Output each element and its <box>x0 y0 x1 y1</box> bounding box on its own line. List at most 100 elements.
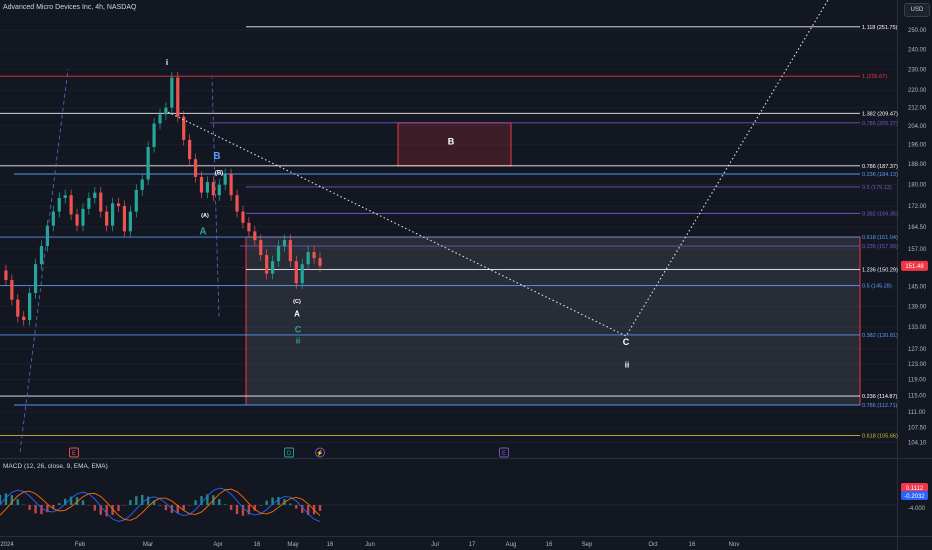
macd-value-badge <box>901 491 928 500</box>
fib-level-label: 1.382 (209.47) <box>862 111 898 117</box>
event-marker[interactable]: ⚡ <box>315 447 325 458</box>
macd-histogram-bar <box>295 505 298 509</box>
wave-label: C <box>623 337 630 347</box>
macd-histogram-bar <box>0 494 2 505</box>
macd-histogram-bar <box>301 505 304 513</box>
candle-body <box>205 182 210 193</box>
x-tick-label: Jul <box>431 542 439 548</box>
candle-body <box>294 261 298 284</box>
x-tick-label: Nov <box>729 542 740 548</box>
chart-title: Advanced Micro Devices Inc, 4h, NASDAQ <box>3 4 137 11</box>
event-marker-frame <box>315 447 325 458</box>
fib-level-label: 0.5 (179.13) <box>862 185 892 191</box>
macd-histogram-bar <box>135 496 138 505</box>
event-marker[interactable]: E <box>499 447 509 458</box>
candle-body <box>110 203 115 226</box>
candle-body <box>247 222 251 232</box>
macd-histogram-bar <box>123 505 126 506</box>
macd-histogram-bar <box>200 496 203 505</box>
macd-value-label: 0.1112 <box>906 486 924 492</box>
y-tick-label: 123.00 <box>908 362 927 368</box>
macd-histogram-bar <box>69 496 73 505</box>
macd-signal-line <box>0 488 321 521</box>
candle-body <box>158 114 162 124</box>
last-price-text: 151.48 <box>905 264 924 270</box>
candle-body <box>182 116 186 140</box>
event-marker-glyph: E <box>502 451 506 457</box>
candle-body <box>300 264 304 284</box>
candle-body <box>193 159 198 177</box>
fib-level-label: 1 (226.67) <box>862 74 887 80</box>
macd-histogram-bar <box>16 499 19 505</box>
macd-histogram-bar <box>158 505 162 506</box>
macd-histogram-bar <box>223 504 227 505</box>
x-tick-label: 16 <box>689 542 696 548</box>
y-tick-label: 145.00 <box>908 284 927 290</box>
fib-level-label: 0.382 (169.35) <box>862 211 898 217</box>
pane-separator[interactable] <box>0 458 932 459</box>
currency-badge[interactable]: USD <box>904 3 930 17</box>
macd-histogram-bar <box>28 505 31 510</box>
y-tick-label: 157.00 <box>908 247 927 253</box>
fib-level-label: 1.236 (150.29) <box>862 268 898 274</box>
y-tick-label: 133.00 <box>908 325 927 331</box>
macd-histogram-bar <box>111 505 114 515</box>
macd-histogram-bar <box>194 500 197 505</box>
candle-body <box>39 246 44 265</box>
fib-level-label: 0.236 (157.99) <box>862 244 898 250</box>
candle-body <box>63 195 67 198</box>
x-tick-label: 16 <box>546 542 553 548</box>
macd-histogram-bar <box>40 505 43 515</box>
macd-histogram-bar <box>99 505 102 515</box>
macd-histogram-bar <box>306 505 310 516</box>
x-tick-label: Oct <box>648 542 658 548</box>
fib-level-label: 0.618 (161.04) <box>862 235 898 241</box>
event-marker-glyph: ⚡ <box>316 449 323 457</box>
candle-body <box>116 203 121 207</box>
event-marker[interactable]: E <box>69 447 79 458</box>
macd-histogram-bar <box>129 500 132 505</box>
y-tick-label: 250.00 <box>908 28 927 34</box>
macd-histogram-bar <box>58 503 61 505</box>
candle-body <box>81 208 85 226</box>
event-marker[interactable]: D <box>284 447 294 458</box>
macd-value-label: -0.2032 <box>904 494 925 500</box>
candle-body <box>10 279 14 300</box>
candle-body <box>318 258 322 266</box>
fib-level-label: 0.786 (205.27) <box>862 121 898 127</box>
macd-histogram-bar <box>229 505 233 510</box>
macd-histogram-bar <box>10 495 14 505</box>
candle-body <box>241 211 245 223</box>
macd-histogram-bar <box>81 500 85 505</box>
macd-histogram-bar <box>277 496 280 505</box>
price-axis-separator <box>897 0 898 550</box>
candle-body <box>93 192 97 198</box>
wave-label: (A) <box>201 213 209 219</box>
candle-body <box>57 197 61 212</box>
candle-body <box>51 211 55 226</box>
macd-histogram-bar <box>46 505 49 513</box>
macd-histogram-bar <box>117 505 120 512</box>
x-tick-label: 2024 <box>0 542 14 548</box>
y-tick-label: 139.00 <box>908 304 927 310</box>
macd-histogram-bar <box>206 494 209 505</box>
x-tick-label: Feb <box>75 542 86 548</box>
y-tick-label: 115.00 <box>908 394 927 400</box>
fib-level-label: 0.236 (184.13) <box>862 172 898 178</box>
candle-body <box>105 211 109 226</box>
candle-body <box>75 214 79 226</box>
y-tick-label: 111.00 <box>908 410 926 416</box>
candle-body <box>276 246 281 262</box>
macd-histogram-bar <box>63 498 67 505</box>
event-marker-frame <box>499 447 509 458</box>
candle-body <box>235 195 239 212</box>
candle-body <box>16 299 20 317</box>
macd-axis-label: -4.000 <box>908 506 926 512</box>
corrective-zone-box <box>245 236 861 406</box>
event-marker-glyph: E <box>72 451 76 457</box>
event-marker-frame <box>69 447 79 458</box>
fib-level-label: 0.786 (112.71) <box>862 403 898 409</box>
macd-histogram-bar <box>218 499 221 505</box>
wave-label: (B) <box>215 170 223 176</box>
